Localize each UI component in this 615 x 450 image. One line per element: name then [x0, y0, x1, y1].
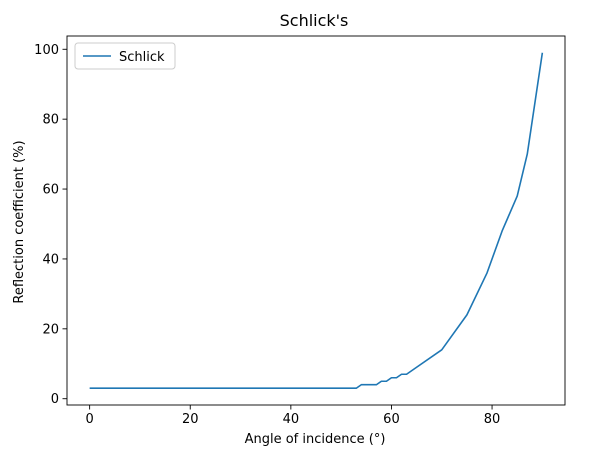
x-tick-label: 0: [85, 412, 93, 427]
legend: Schlick: [74, 42, 176, 70]
legend-label-0: Schlick: [119, 50, 165, 65]
axes: 0 20 40 60 80 0 20 40 60 80 100: [34, 35, 566, 427]
legend-box: [74, 42, 176, 70]
y-tick-label: 80: [42, 113, 59, 128]
y-tick-label: 100: [34, 43, 59, 58]
y-axis-label: Reflection coefficient (%): [12, 140, 27, 303]
y-tick-label: 60: [42, 183, 59, 198]
axes-frame: [66, 35, 566, 406]
x-tick-label: 60: [383, 412, 400, 427]
x-axis-label: Angle of incidence (°): [245, 432, 386, 447]
y-tick-label: 20: [42, 322, 59, 337]
x-tick-label: 40: [283, 412, 300, 427]
y-tick-label: 40: [42, 252, 59, 267]
chart-title: Schlick's: [280, 11, 349, 30]
x-tick-label: 20: [182, 412, 199, 427]
plot-area: [89, 52, 544, 390]
x-tick-label: 80: [484, 412, 501, 427]
y-tick-label: 0: [51, 392, 59, 407]
series-line-0: [89, 52, 544, 390]
